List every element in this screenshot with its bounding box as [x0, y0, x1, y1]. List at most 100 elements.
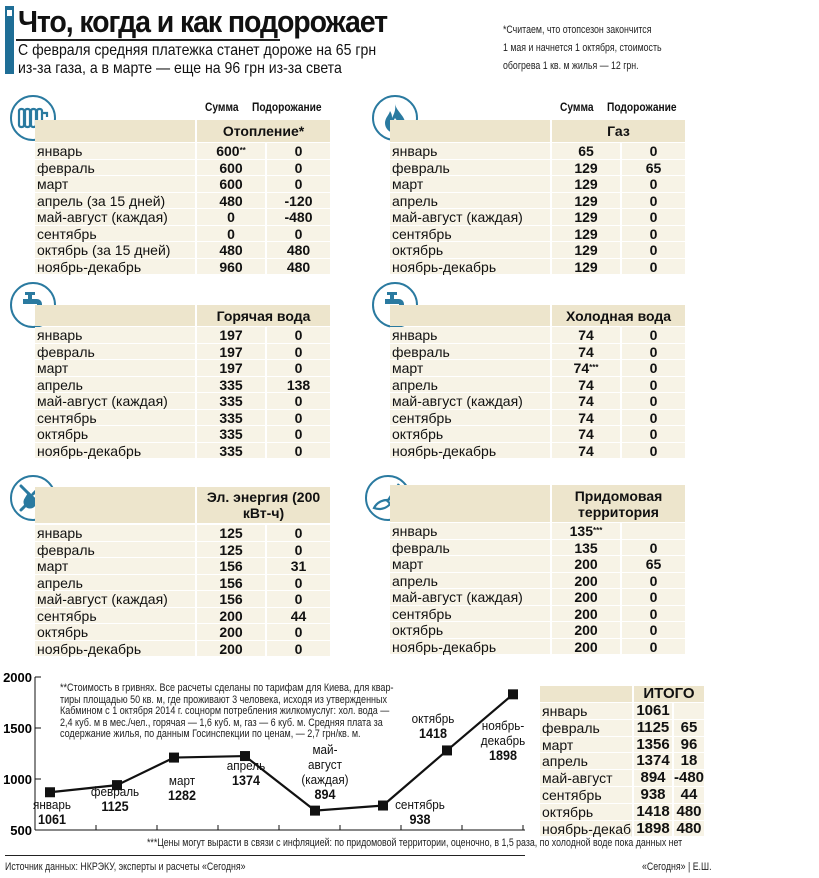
increase-cell	[620, 523, 685, 540]
month-label: январь	[390, 143, 550, 160]
point-label-name: апрель	[226, 758, 266, 773]
increase-cell: 0	[265, 343, 330, 360]
point-label: март 1282	[146, 773, 218, 803]
increase-cell: 0	[265, 591, 330, 608]
sum-cell: 894	[632, 770, 672, 787]
heating-note: *Считаем, что отопсезон закончится	[503, 24, 652, 36]
increase-cell: 0	[265, 143, 330, 160]
month-label: сентябрь	[390, 605, 550, 622]
table-row: ноябрь-декабрь 74 0	[390, 442, 685, 459]
sum-value: 600	[216, 143, 240, 159]
increase-cell: 65	[620, 159, 685, 176]
table-row: февраль 600 0	[35, 159, 330, 176]
table-row: март 200 65	[390, 556, 685, 573]
table-row: март 600 0	[35, 176, 330, 193]
sum-value: 335	[219, 409, 243, 426]
sum-cell: 129	[550, 176, 620, 193]
month-label: март	[540, 736, 632, 754]
sum-value: 135	[574, 539, 598, 556]
increase-cell: 480	[265, 258, 330, 275]
sum-cell: 74***	[550, 360, 620, 377]
sum-value: 200	[219, 640, 243, 657]
table-row: январь 600** 0	[35, 143, 330, 160]
sum-value: 200	[574, 589, 598, 605]
increase-cell: 0	[620, 572, 685, 589]
table-row: май-август (каждая) 156 0	[35, 591, 330, 608]
y-tick-label: 2000	[3, 670, 32, 685]
point-label-value: 1061	[37, 811, 67, 827]
sum-cell: 480	[195, 192, 265, 209]
sum-value: 600	[219, 176, 243, 192]
table-row: октябрь 74 0	[390, 426, 685, 443]
month-label: сентябрь	[390, 225, 550, 242]
increase-cell: 0	[265, 409, 330, 426]
month-label: апрель	[390, 192, 550, 209]
point-label: сентябрь 938	[384, 797, 456, 827]
month-label: апрель (за 15 дней)	[35, 192, 195, 209]
sum-cell: 200	[550, 556, 620, 573]
sum-cell: 125	[195, 525, 265, 542]
increase-cell: 0	[265, 327, 330, 344]
table-row: февраль 129 65	[390, 159, 685, 176]
increase-cell: 138	[265, 376, 330, 393]
increase-cell: 18	[672, 753, 704, 771]
month-label: февраль	[390, 343, 550, 360]
title-accent-bar	[5, 6, 14, 74]
point-label: январь 1061	[16, 797, 88, 827]
month-label: октябрь	[35, 426, 195, 443]
panel-title: Газ	[552, 120, 685, 142]
sum-cell: 0	[195, 225, 265, 242]
sum-cell: 125	[195, 541, 265, 558]
sum-value: 197	[219, 343, 243, 360]
month-label: октябрь	[390, 426, 550, 443]
sum-cell: 74	[550, 376, 620, 393]
sum-value: 129	[574, 209, 598, 225]
sum-value: 335	[219, 393, 243, 409]
table-row: февраль 74 0	[390, 343, 685, 360]
header-blank	[540, 686, 632, 702]
table-row: сентябрь 200 0	[390, 605, 685, 622]
sum-value: 335	[219, 442, 243, 459]
increase-cell: 65	[620, 556, 685, 573]
data-point	[169, 752, 179, 763]
sum-value: 200	[574, 605, 598, 622]
month-label: сентябрь	[35, 409, 195, 426]
sum-value: 74	[573, 360, 590, 376]
increase-cell: 0	[265, 176, 330, 193]
sum-value: 156	[219, 558, 243, 574]
increase-cell: 0	[265, 360, 330, 377]
point-label-name: сентябрь	[395, 797, 445, 812]
heating-note: обогрева 1 кв. м жилья — 12 грн.	[503, 60, 639, 72]
sum-cell: 65	[550, 143, 620, 160]
increase-cell: 0	[265, 525, 330, 542]
sum-value: 600	[219, 159, 243, 176]
sum-cell: 129	[550, 258, 620, 275]
footnote-mark: **	[239, 146, 246, 155]
title-divider	[16, 39, 280, 41]
month-label: ноябрь-декабрь	[390, 442, 550, 459]
sum-value: 74	[578, 327, 594, 343]
table-row: апрель 1374 18	[540, 753, 704, 771]
data-point	[240, 751, 250, 762]
increase-cell: 0	[265, 426, 330, 443]
sum-cell: 129	[550, 192, 620, 209]
note-line: 2,4 куб. м в мес./чел., горячая — 1,6 ку…	[60, 716, 383, 729]
month-label: май-август (каждая)	[390, 209, 550, 226]
month-label: май-август (каждая)	[35, 209, 195, 226]
table-row: октябрь 200 0	[35, 624, 330, 641]
month-label: май-август (каждая)	[35, 393, 195, 410]
sum-cell: 200	[550, 638, 620, 655]
increase-cell: -480	[265, 209, 330, 226]
increase-cell: 0	[620, 622, 685, 639]
sum-cell: 197	[195, 360, 265, 377]
table-row: октябрь 129 0	[390, 242, 685, 259]
table-row: апрель 335 138	[35, 376, 330, 393]
sum-cell: 74	[550, 327, 620, 344]
increase-cell: 480	[672, 820, 704, 838]
sum-value: 65	[578, 143, 594, 159]
table-row: январь 74 0	[390, 327, 685, 344]
table-row: март 156 31	[35, 558, 330, 575]
increase-cell: 0	[265, 225, 330, 242]
month-label: февраль	[390, 159, 550, 176]
header-blank	[35, 305, 195, 326]
